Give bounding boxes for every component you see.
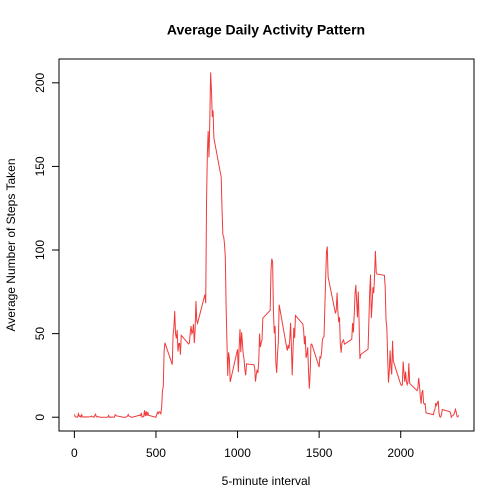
x-tick-label: 500 xyxy=(146,446,166,460)
y-tick-label: 50 xyxy=(33,327,47,341)
x-tick-label: 1500 xyxy=(306,446,333,460)
y-tick-label: 200 xyxy=(33,72,47,92)
x-axis-label: 5-minute interval xyxy=(222,474,311,488)
plot-frame xyxy=(58,58,475,432)
chart-title: Average Daily Activity Pattern xyxy=(167,22,365,38)
y-tick-label: 100 xyxy=(33,240,47,260)
series-line xyxy=(73,72,460,419)
x-tick-label: 2000 xyxy=(387,446,414,460)
x-tick-label: 1000 xyxy=(224,446,251,460)
y-axis-label: Average Number of Steps Taken xyxy=(4,159,18,332)
x-tick-label: 0 xyxy=(71,446,78,460)
y-tick-label: 0 xyxy=(33,414,47,421)
y-tick-label: 150 xyxy=(33,156,47,176)
